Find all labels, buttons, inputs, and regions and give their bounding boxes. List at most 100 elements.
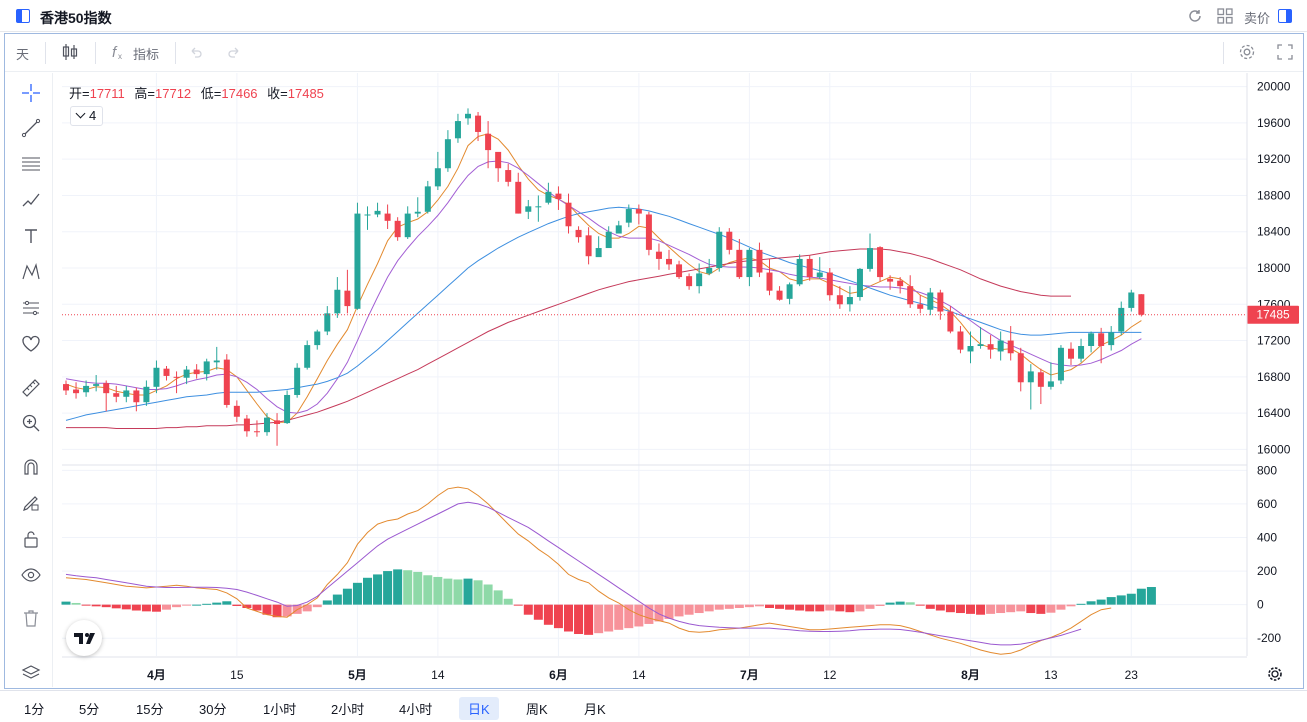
macd-histogram-bar	[825, 604, 835, 611]
magnet-icon[interactable]	[21, 457, 41, 477]
interval-selector[interactable]: 天	[16, 47, 30, 62]
timeframe-week[interactable]: 周K	[526, 702, 548, 717]
candle-body	[93, 384, 100, 386]
macd-histogram-bar	[383, 571, 393, 605]
timeframe-4h[interactable]: 4小时	[399, 702, 433, 717]
refresh-icon[interactable]	[1186, 7, 1204, 25]
candle-body	[836, 295, 843, 305]
candle	[696, 263, 703, 294]
candle	[404, 206, 411, 239]
unlock-icon[interactable]	[21, 529, 41, 549]
grid-icon[interactable]	[1216, 7, 1234, 25]
macd-histogram-bar	[945, 604, 955, 613]
candle	[475, 112, 482, 142]
candle-body	[213, 360, 220, 363]
macd-tick-label: -200	[1257, 631, 1281, 645]
candle-body	[716, 231, 723, 268]
macd-histogram-bar	[624, 604, 634, 629]
candle-body	[384, 213, 391, 221]
macd-histogram-bar	[242, 604, 252, 608]
panel-toggle-icon[interactable]	[16, 9, 30, 23]
macd-histogram-bar	[503, 598, 513, 605]
candle	[1037, 368, 1044, 405]
undo-icon[interactable]	[188, 44, 204, 60]
fullscreen-icon[interactable]	[1276, 43, 1294, 61]
function-icon[interactable]: f x	[110, 43, 126, 61]
pen-icon[interactable]	[21, 190, 41, 210]
timeframe-1m[interactable]: 1分	[24, 702, 45, 717]
crosshair-icon[interactable]	[21, 83, 41, 103]
candle	[465, 108, 471, 125]
macd-histogram-bar	[141, 604, 151, 612]
candle-body	[1047, 381, 1054, 387]
macd-histogram-bar	[473, 580, 483, 605]
candle-body	[726, 231, 733, 250]
candle-body	[515, 181, 522, 214]
trash-icon[interactable]	[21, 608, 41, 628]
heart-icon[interactable]	[21, 334, 41, 354]
candle	[666, 249, 672, 270]
timeframe-30m[interactable]: 30分	[199, 702, 227, 717]
timeframe-month[interactable]: 月K	[584, 702, 606, 717]
axes: 2000019600192001880018400180001760017200…	[62, 80, 1299, 682]
chevron-down-icon	[75, 108, 86, 119]
candle	[394, 217, 401, 241]
macd-histogram-bar	[232, 604, 242, 606]
candle-body	[826, 272, 833, 296]
macd-histogram-bar	[765, 604, 774, 608]
candle-body	[1138, 294, 1145, 315]
macd-histogram-bar	[925, 604, 935, 609]
candle-body	[846, 297, 853, 305]
trend-line-icon[interactable]	[21, 118, 41, 138]
candle-body	[706, 268, 713, 274]
candle-body	[103, 383, 110, 394]
indicators-button[interactable]: 指标	[133, 47, 160, 62]
candle	[776, 286, 783, 301]
ruler-icon[interactable]	[21, 378, 41, 398]
macd-histogram-bar	[463, 578, 473, 605]
legend-toggle-button[interactable]: 4	[70, 106, 104, 126]
timeframe-1h[interactable]: 1小时	[263, 702, 297, 717]
zoom-in-icon[interactable]	[21, 413, 41, 433]
candle	[223, 354, 230, 408]
candle-body	[1118, 307, 1125, 332]
price-tick-label: 16000	[1257, 442, 1291, 456]
forecast-icon[interactable]	[21, 298, 41, 318]
macd-histogram-bar	[744, 604, 754, 608]
moving-average-line	[65, 133, 1142, 423]
timeframe-2h[interactable]: 2小时	[331, 702, 365, 717]
candle	[173, 371, 180, 394]
settings-icon[interactable]	[1238, 43, 1256, 61]
macd-histogram-bar	[1086, 601, 1096, 605]
candle-body	[907, 286, 914, 305]
candle-body	[676, 264, 683, 278]
timeframe-5m[interactable]: 5分	[79, 702, 100, 717]
timeframe-15m[interactable]: 15分	[136, 702, 164, 717]
macd-histogram-bar	[1116, 595, 1126, 605]
timeframe-day[interactable]: 日K	[459, 697, 499, 720]
eye-icon[interactable]	[21, 565, 41, 585]
layers-icon[interactable]	[21, 663, 41, 683]
candle-body	[1007, 340, 1014, 354]
candle	[505, 163, 512, 187]
macd-histogram-bar	[272, 604, 282, 618]
candle-body	[987, 344, 994, 350]
candles-icon[interactable]	[60, 42, 80, 62]
high-value: 17712	[155, 86, 192, 101]
macd-histogram-bar	[785, 604, 795, 610]
macd-histogram-bar	[976, 604, 986, 615]
macd-histogram-bar	[151, 604, 161, 612]
candle-body	[1098, 333, 1105, 346]
tradingview-logo[interactable]	[66, 620, 102, 656]
pattern-icon[interactable]	[21, 262, 41, 282]
time-axis-settings-icon[interactable]	[1268, 667, 1282, 681]
text-icon[interactable]	[21, 226, 41, 246]
redo-icon[interactable]	[226, 44, 242, 60]
sell-price-label[interactable]: 卖价	[1244, 11, 1271, 26]
macd-histogram-bar	[1096, 599, 1106, 605]
horizontal-lines-icon[interactable]	[21, 154, 41, 174]
side-panel-icon[interactable]	[1278, 9, 1292, 23]
lock-draw-icon[interactable]	[21, 493, 41, 513]
candle	[344, 269, 351, 314]
